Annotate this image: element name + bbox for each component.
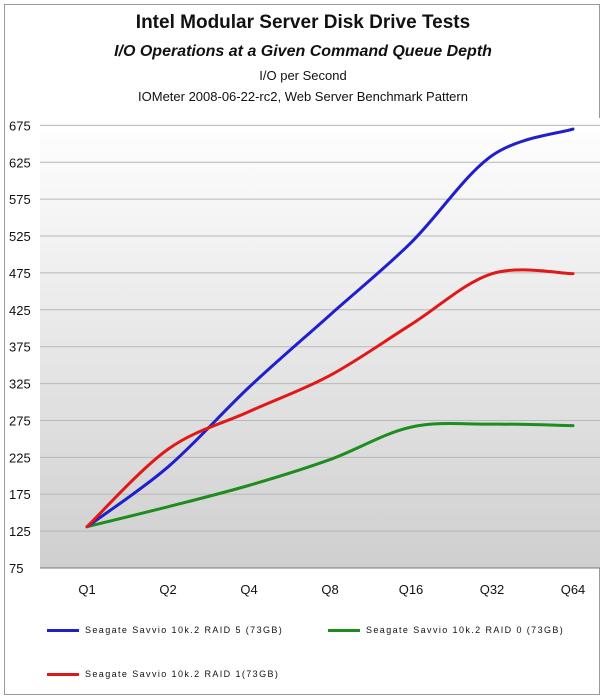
legend-swatch-raid0 (328, 628, 360, 632)
chart-title: Intel Modular Server Disk Drive Tests (135, 12, 471, 33)
x-tick-label-q64: Q64 (561, 582, 586, 597)
y-tick-label: 275 (9, 413, 31, 428)
chart-subtitle-2: IOMeter 2008-06-22-rc2, Web Server Bench… (138, 89, 468, 104)
x-tick-label-q8: Q8 (321, 582, 338, 597)
y-tick-label: 475 (9, 266, 31, 281)
y-tick-label: 675 (9, 118, 31, 133)
y-tick-label: 325 (9, 377, 31, 392)
legend-swatch-raid5 (47, 628, 79, 632)
x-tick-label-q2: Q2 (159, 582, 176, 597)
x-tick-label-q1: Q1 (78, 582, 95, 597)
y-axis-label: I/O per Second (259, 68, 347, 83)
series-line-raid1 (85, 268, 575, 529)
y-tick-label: 175 (9, 487, 31, 502)
y-tick-label: 425 (9, 303, 31, 318)
y-tick-label: 75 (9, 561, 23, 576)
chart-subtitle: I/O Operations at a Given Command Queue … (114, 43, 492, 60)
y-tick-label: 375 (9, 340, 31, 355)
y-tick-label: 575 (9, 192, 31, 207)
x-tick-label-q32: Q32 (480, 582, 505, 597)
y-tick-label: 625 (9, 155, 31, 170)
legend-label-raid0: Seagate Savvio 10k.2 RAID 0 (73GB) (366, 625, 565, 635)
legend-item-raid0: Seagate Savvio 10k.2 RAID 0 (73GB) (328, 623, 564, 637)
legend-item-raid1: Seagate Savvio 10k.2 RAID 1(73GB) (47, 667, 279, 681)
legend-label-raid1: Seagate Savvio 10k.2 RAID 1(73GB) (85, 669, 280, 679)
x-tick-label-q4: Q4 (240, 582, 257, 597)
x-tick-label-q16: Q16 (399, 582, 424, 597)
legend-item-raid5: Seagate Savvio 10k.2 RAID 5 (73GB) (47, 623, 283, 637)
series-line-raid5 (85, 127, 575, 529)
y-tick-label: 125 (9, 524, 31, 539)
series-line-raid0 (85, 422, 575, 529)
y-tick-label: 225 (9, 450, 31, 465)
legend-label-raid5: Seagate Savvio 10k.2 RAID 5 (73GB) (85, 625, 284, 635)
y-tick-label: 525 (9, 229, 31, 244)
legend-swatch-raid1 (47, 672, 79, 676)
